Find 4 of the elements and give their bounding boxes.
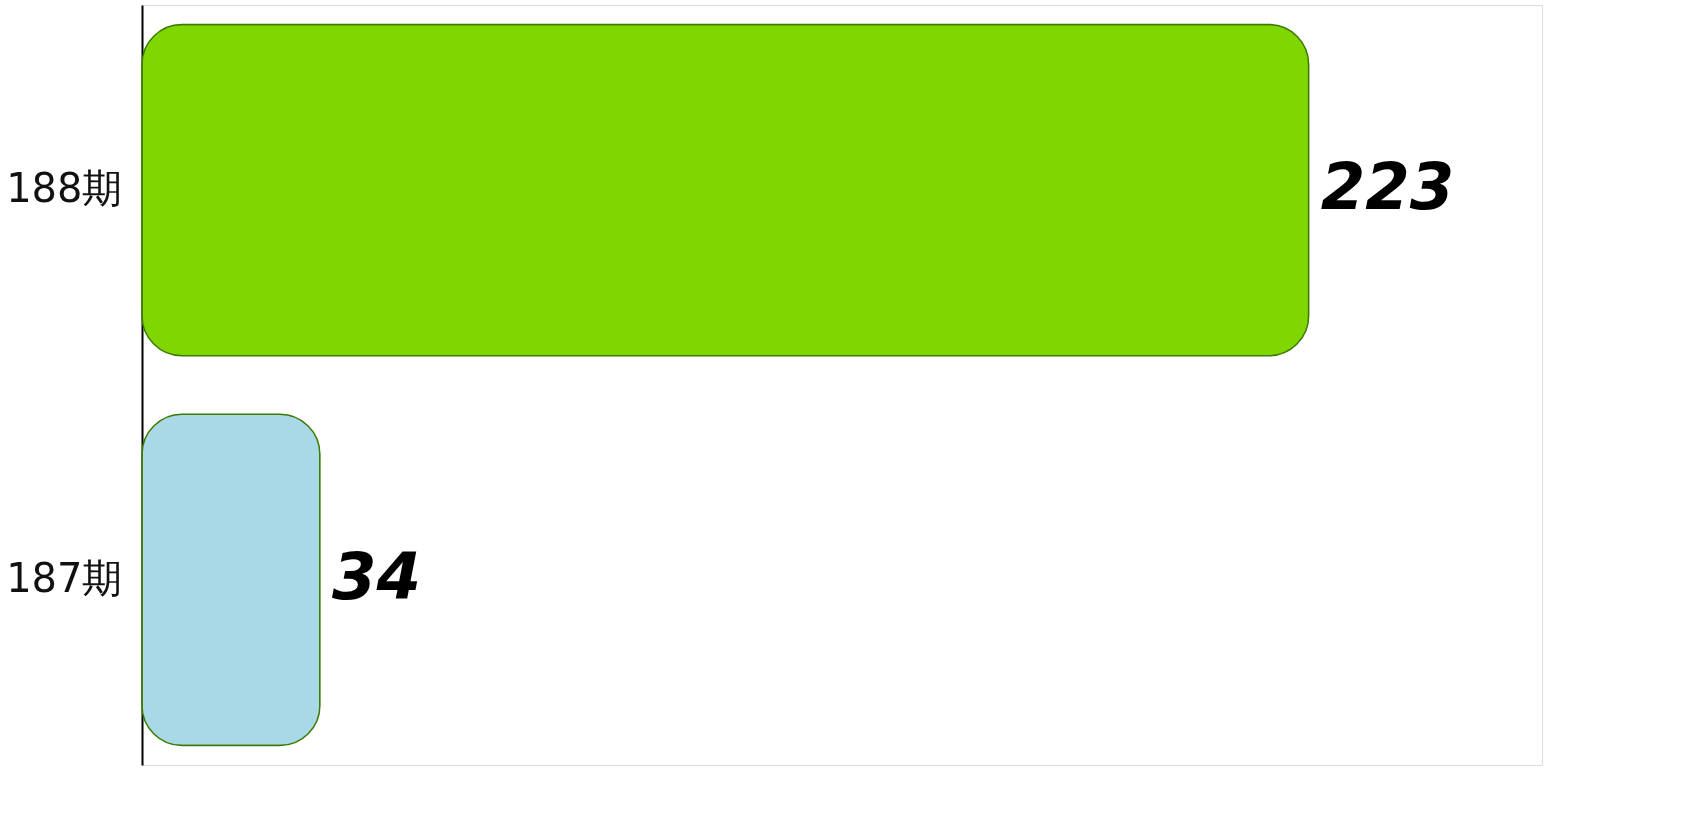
y-tick-label: 188期 bbox=[6, 165, 123, 212]
y-tick-label: 187期 bbox=[6, 554, 123, 601]
data-label: 223 bbox=[1320, 150, 1455, 225]
data-label: 34 bbox=[331, 539, 421, 614]
